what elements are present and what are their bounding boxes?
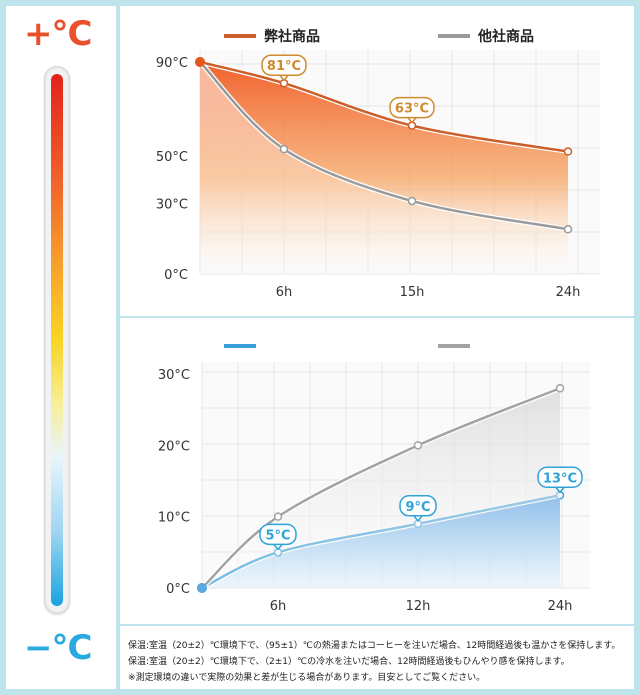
hot-retention-chart: 90°C 50°C 30°C 0°C 6h 15h 24h 81°C 63°C 弊社商品 他社商品 <box>156 28 600 300</box>
x-tick-label: 24h <box>556 285 581 300</box>
thermometer-gradient <box>51 74 63 606</box>
x-tick-label: 6h <box>270 599 287 614</box>
series-line <box>198 60 570 231</box>
annotation-label: 9°C <box>405 500 430 515</box>
series-point <box>563 147 573 156</box>
x-tick-label: 15h <box>400 285 425 300</box>
y-tick-label: 50°C <box>156 150 188 165</box>
series-start-point <box>197 583 207 593</box>
annotation-bubble <box>259 523 297 546</box>
note-line: 保温:室温（20±2）℃環境下で、（95±1）℃の熱湯またはコーヒーを注いだ場合… <box>128 641 621 651</box>
cold-retention-chart: 30°C 20°C 10°C 0°C 6h 12h 24h 5°C 9°C 13°C <box>158 344 590 614</box>
x-tick-label: 24h <box>548 599 573 614</box>
annotation-bubble <box>389 96 435 119</box>
annotation-bubble <box>261 54 307 76</box>
series-start-point <box>195 57 205 67</box>
annotation-label: 81°C <box>267 59 301 74</box>
y-tick-label: 0°C <box>164 268 188 283</box>
notes-divider <box>120 624 634 626</box>
x-tick-label: 6h <box>276 285 293 300</box>
series-point <box>273 512 283 521</box>
footnotes: 保温:室温（20±2）℃環境下で、（95±1）℃の熱湯またはコーヒーを注いだ場合… <box>128 638 633 686</box>
series-point <box>407 196 417 206</box>
cold-label: −°C <box>24 628 92 668</box>
series-point <box>279 144 289 154</box>
series-point <box>563 224 573 234</box>
series-point <box>413 441 423 450</box>
legend-label: 他社商品 <box>477 28 534 45</box>
note-line: ※測定環境の違いで実際の効果と差が生じる場合があります。目安としてご覧ください。 <box>128 673 486 683</box>
legend-label: 弊社商品 <box>264 28 320 45</box>
y-tick-label: 20°C <box>158 439 190 454</box>
x-tick-label: 12h <box>406 599 431 614</box>
annotation-bubble <box>537 466 583 489</box>
hot-label: +°C <box>24 14 92 54</box>
series-line <box>198 60 570 153</box>
y-tick-label: 90°C <box>156 56 188 71</box>
y-tick-label: 30°C <box>156 197 188 212</box>
annotation-bubble <box>399 495 437 517</box>
annotation-label: 63°C <box>395 102 429 117</box>
note-line: 保温:室温（20±2）℃環境下で、（2±1）℃の冷水を注いだ場合、12時間経過後… <box>128 657 570 667</box>
series-line <box>200 387 562 590</box>
y-tick-label: 30°C <box>158 368 190 383</box>
annotation-label: 13°C <box>543 471 577 486</box>
annotation-label: 5°C <box>265 528 290 543</box>
series-point <box>555 384 565 393</box>
series-area <box>200 62 568 274</box>
y-tick-label: 0°C <box>166 582 190 597</box>
y-tick-label: 10°C <box>158 511 190 526</box>
chart-divider <box>120 316 634 318</box>
